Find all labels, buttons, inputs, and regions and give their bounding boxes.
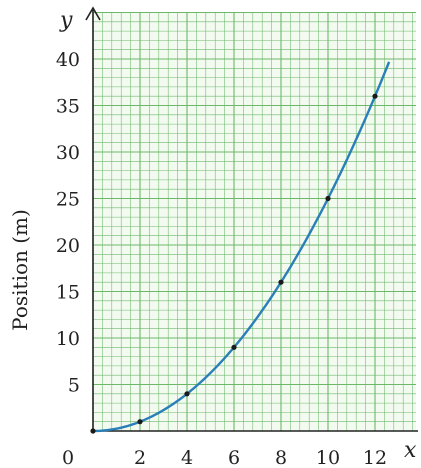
x-tick-label: 8 xyxy=(275,447,287,468)
y-tick-label: 10 xyxy=(56,328,80,350)
x-axis-letter: x xyxy=(404,438,417,463)
axes xyxy=(85,6,418,432)
data-point xyxy=(231,344,237,350)
y-axis-arrow xyxy=(85,6,101,21)
y-tick-label: 35 xyxy=(56,96,80,118)
data-point xyxy=(137,419,143,425)
y-axis-letter: y xyxy=(59,8,73,33)
x-tick-label: 10 xyxy=(316,447,340,468)
y-tick-label: 15 xyxy=(56,282,80,304)
data-point xyxy=(372,93,378,99)
y-tick-labels: 5 10 15 20 25 30 35 40 xyxy=(56,49,80,397)
grid-background xyxy=(93,12,416,431)
y-tick-label: 25 xyxy=(56,189,80,211)
data-point xyxy=(90,428,96,434)
x-tick-labels: 2 4 6 8 10 12 xyxy=(134,447,387,468)
x-tick-label: 4 xyxy=(181,447,193,468)
y-tick-label: 5 xyxy=(68,375,80,397)
grid xyxy=(92,11,416,432)
data-point xyxy=(325,195,331,202)
x-tick-label: 12 xyxy=(363,447,387,468)
data-point xyxy=(184,391,190,397)
y-tick-label: 30 xyxy=(56,142,80,164)
y-axis-label: Position (m) xyxy=(8,209,32,331)
data-points xyxy=(90,93,378,434)
x-tick-label: 6 xyxy=(228,447,240,468)
data-point xyxy=(278,279,284,285)
y-tick-label: 40 xyxy=(56,49,80,71)
origin-label: 0 xyxy=(62,447,74,468)
x-tick-label: 2 xyxy=(134,447,146,468)
y-tick-label: 20 xyxy=(56,235,80,257)
